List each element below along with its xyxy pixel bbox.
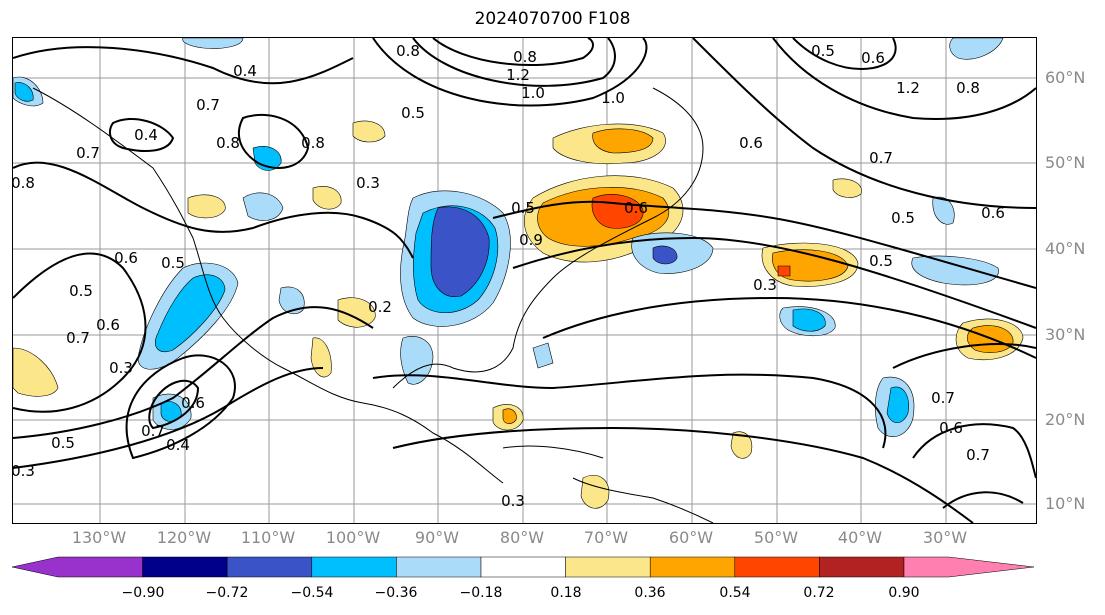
contour-label: 0.6 [624, 199, 648, 217]
contour-label: 0.3 [501, 492, 525, 510]
contour-label: 0.6 [739, 134, 763, 152]
colorbar-tick-label: 0.54 [719, 585, 751, 601]
colorbar-cell [819, 556, 905, 578]
contour-labels: 0.4 0.7 0.4 0.8 0.7 0.8 0.5 0.3 0.5 0.6 … [13, 42, 1005, 510]
contour-label: 0.5 [51, 434, 75, 452]
contour-label: 0.6 [114, 249, 138, 267]
lat-label: 30°N [1045, 325, 1086, 344]
lon-label: 40°W [837, 528, 883, 547]
contour-label: 0.8 [301, 134, 325, 152]
lat-label: 60°N [1045, 68, 1086, 87]
contour-label: 0.5 [511, 199, 535, 217]
contour-label: 1.0 [601, 89, 625, 107]
contour-label: 0.6 [861, 49, 885, 67]
contour-label: 0.8 [216, 134, 240, 152]
contours [13, 38, 1036, 523]
lat-label: 50°N [1045, 153, 1086, 172]
coastlines [32, 87, 714, 523]
contour-label: 0.7 [196, 96, 220, 114]
colorbar-tick-label: 0.36 [634, 585, 666, 601]
filled-anomalies [13, 38, 1024, 509]
lat-label: 40°N [1045, 239, 1086, 258]
contour-label: 0.6 [96, 316, 120, 334]
contour-label: 0.6 [939, 419, 963, 437]
colorbar-tick-label: 0.90 [888, 585, 920, 601]
lat-label: 20°N [1045, 410, 1086, 429]
contour-label: 0.7 [966, 446, 990, 464]
lon-label: 60°W [668, 528, 714, 547]
contour-label: 0.8 [956, 79, 980, 97]
colorbar-tick-label: −0.90 [121, 585, 165, 601]
colorbar-extend-low [11, 556, 143, 578]
contour-label: 0.6 [181, 394, 205, 412]
contour-label: 1.2 [506, 66, 530, 84]
lon-label: 90°W [414, 528, 460, 547]
contour-label: 1.2 [896, 79, 920, 97]
contour-label: 0.7 [66, 329, 90, 347]
contour-label: 0.3 [753, 276, 777, 294]
contour-label: 0.7 [869, 149, 893, 167]
contour-label: 0.3 [356, 174, 380, 192]
contour-label: 0.6 [981, 204, 1005, 222]
contour-label: 0.5 [869, 252, 893, 270]
colorbar-cell [142, 556, 228, 578]
contour-label: 0.7 [141, 422, 165, 440]
contour-label: 0.2 [368, 298, 392, 316]
contour-label: 0.4 [134, 126, 158, 144]
lat-label: 10°N [1045, 494, 1086, 513]
lon-label: 70°W [583, 528, 629, 547]
colorbar-cell [649, 556, 736, 578]
contour-label: 0.5 [891, 209, 915, 227]
colorbar-cell [396, 556, 482, 578]
weather-map: 0.4 0.7 0.4 0.8 0.7 0.8 0.5 0.3 0.5 0.6 … [12, 37, 1037, 524]
contour-label: 0.4 [233, 62, 257, 80]
contour-label: 0.8 [396, 42, 420, 60]
colorbar [11, 556, 1035, 578]
map-title: 2024070700 F108 [474, 9, 631, 29]
contour-label: 1.0 [521, 84, 545, 102]
lon-label: 80°W [499, 528, 545, 547]
colorbar-tick-label: −0.72 [205, 585, 249, 601]
contour-label: 0.3 [109, 359, 133, 377]
colorbar-tick-label: 0.72 [803, 585, 835, 601]
colorbar-cell [734, 556, 820, 578]
lon-label: 50°W [753, 528, 799, 547]
colorbar-tick-label: −0.18 [459, 585, 503, 601]
colorbar-cell [565, 556, 651, 578]
colorbar-tick-label: −0.54 [290, 585, 334, 601]
colorbar-cell [480, 556, 566, 578]
contour-label: 0.8 [13, 174, 35, 192]
contour-label: 0.7 [931, 389, 955, 407]
colorbar-cell [226, 556, 313, 578]
contour-label: 0.5 [811, 42, 835, 60]
contour-label: 0.7 [76, 144, 100, 162]
contour-label: 0.5 [401, 104, 425, 122]
colorbar-tick-label: 0.18 [550, 585, 582, 601]
contour-label: 0.4 [166, 436, 190, 454]
lon-label: 30°W [922, 528, 968, 547]
lon-label: 120°W [156, 528, 212, 547]
contour-label: 0.5 [69, 282, 93, 300]
colorbar-tick-label: −0.36 [374, 585, 418, 601]
colorbar-cell [311, 556, 397, 578]
lon-label: 130°W [71, 528, 127, 547]
lon-label: 100°W [325, 528, 381, 547]
lon-label: 110°W [240, 528, 296, 547]
contour-label: 0.8 [513, 48, 537, 66]
contour-label: 0.3 [13, 462, 35, 480]
colorbar-extend-high [903, 556, 1035, 578]
contour-label: 0.9 [519, 231, 543, 249]
contour-label: 0.5 [161, 254, 185, 272]
